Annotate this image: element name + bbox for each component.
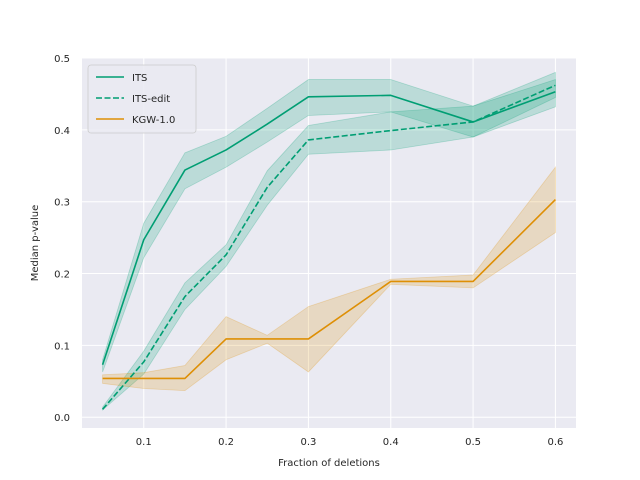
its-line (101, 91, 556, 366)
legend-label-its: ITS (132, 73, 147, 84)
y-tick-label: 0.0 (54, 413, 70, 424)
x-axis-title: Fraction of deletions (278, 458, 380, 469)
legend-label-kgw-1-0: KGW-1.0 (132, 115, 175, 126)
x-tick-labels: 0.1 0.2 0.3 0.4 0.5 0.6 (136, 437, 564, 448)
y-tick-labels: 0.0 0.1 0.2 0.3 0.4 0.5 (54, 54, 70, 424)
its-band (102, 79, 556, 373)
y-axis-title: Median p-value (30, 205, 41, 282)
kgw-1-0-line (102, 198, 556, 380)
y-tick-label: 0.5 (54, 54, 70, 65)
x-tick-label: 0.5 (465, 437, 481, 448)
x-tick-label: 0.6 (547, 437, 563, 448)
its-edit-line (101, 84, 556, 410)
legend-label-its-edit: ITS-edit (132, 94, 170, 105)
legend: ITS ITS-edit KGW-1.0 (87, 64, 197, 134)
x-tick-label: 0.2 (218, 437, 234, 448)
x-tick-label: 0.3 (300, 437, 316, 448)
grid (82, 57, 576, 428)
y-tick-label: 0.1 (54, 341, 70, 352)
x-tick-label: 0.1 (136, 437, 152, 448)
y-tick-label: 0.4 (54, 126, 70, 137)
kgw-1-0-band (102, 166, 556, 392)
legend-box (87, 64, 197, 134)
y-tick-label: 0.3 (54, 198, 70, 209)
y-tick-label: 0.2 (54, 270, 70, 281)
x-tick-label: 0.4 (383, 437, 399, 448)
series-lines (101, 84, 556, 410)
